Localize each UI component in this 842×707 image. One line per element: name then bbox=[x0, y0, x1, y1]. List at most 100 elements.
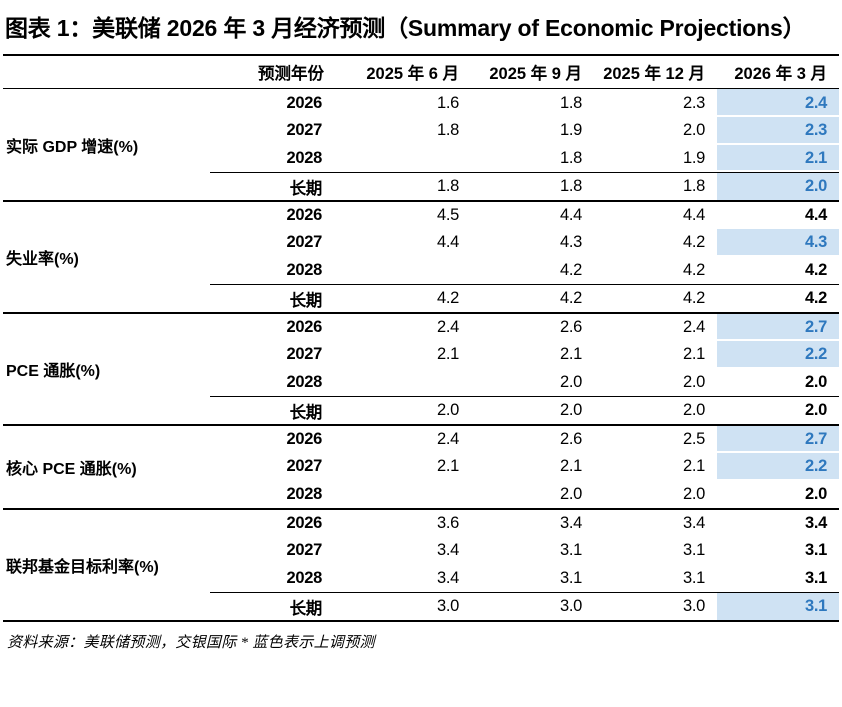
cell-value: 1.8 bbox=[559, 93, 582, 112]
cell-forecast-year: 长期 bbox=[210, 592, 348, 621]
cell-value-latest: 4.2 bbox=[717, 284, 839, 313]
cell-value: 2.1 bbox=[559, 457, 582, 476]
cell-value: 3.4 bbox=[559, 513, 582, 532]
cell-value: 2.0 bbox=[594, 396, 717, 425]
cell-value: 1.8 bbox=[559, 149, 582, 167]
table-row: 2028 3.4 3.1 3.1 3.1 bbox=[3, 565, 839, 593]
cell-value: 1.8 bbox=[436, 121, 459, 140]
cell-value-latest: 2.3 bbox=[717, 116, 839, 145]
table-row: 2027 2.1 2.1 2.1 2.2 bbox=[3, 452, 839, 481]
projections-table: 预测年份 2025 年 6 月 2025 年 9 月 2025 年 12 月 2… bbox=[3, 53, 839, 622]
cell-value: 3.4 bbox=[436, 569, 459, 587]
cell-value-latest: 3.1 bbox=[804, 569, 827, 587]
table-section: 核心 PCE 通胀(%) 2026 2.4 2.6 2.5 2.7 2027 2.1 2.1 2.… bbox=[3, 424, 839, 509]
cell-value: 3.1 bbox=[682, 541, 705, 560]
cell-value-latest: 2.4 bbox=[717, 88, 839, 117]
cell-value: 4.2 bbox=[682, 233, 705, 252]
cell-value: 3.0 bbox=[471, 592, 594, 621]
cell-value: 3.6 bbox=[436, 513, 459, 532]
cell-value: 3.0 bbox=[594, 592, 717, 621]
row-group-label: 实际 GDP 增速(%) bbox=[6, 138, 139, 156]
table-row: 核心 PCE 通胀(%) 2026 2.4 2.6 2.5 2.7 bbox=[3, 424, 839, 478]
row-group-label: 核心 PCE 通胀(%) bbox=[6, 460, 137, 478]
cell-forecast-year: 2027 bbox=[286, 345, 322, 364]
cell-value-latest: 4.3 bbox=[717, 228, 839, 257]
cell-value: 4.3 bbox=[559, 233, 582, 252]
cell-value: 2.1 bbox=[682, 457, 705, 476]
cell-value-latest: 3.1 bbox=[717, 592, 839, 621]
cell-value: 3.4 bbox=[682, 513, 705, 532]
cell-value: 3.1 bbox=[559, 569, 582, 587]
cell-value-latest: 2.0 bbox=[804, 373, 827, 391]
cell-value: 3.1 bbox=[682, 569, 705, 587]
cell-value: 1.8 bbox=[471, 172, 594, 201]
cell-value: 4.5 bbox=[436, 205, 459, 224]
cell-value: 2.1 bbox=[682, 345, 705, 364]
cell-value: 2.6 bbox=[559, 429, 582, 448]
report-page: 图表 1：美联储 2026 年 3 月经济预测（Summary of Econo… bbox=[3, 15, 839, 651]
cell-value: 4.2 bbox=[471, 284, 594, 313]
cell-forecast-year: 2027 bbox=[286, 541, 322, 560]
header-2025-dec: 2025 年 12 月 bbox=[603, 65, 705, 83]
cell-value: 2.0 bbox=[348, 396, 471, 425]
table-row: PCE 通胀(%) 2026 2.4 2.6 2.4 2.7 bbox=[3, 312, 839, 380]
table-row: 2027 2.1 2.1 2.1 2.2 bbox=[3, 340, 839, 369]
cell-value bbox=[348, 145, 471, 173]
table-section: 实际 GDP 增速(%) 2026 1.6 1.8 2.3 2.4 2027 1.8 1.9 2.… bbox=[3, 88, 839, 201]
cell-forecast-year: 2028 bbox=[286, 569, 322, 587]
header-2025-sep: 2025 年 9 月 bbox=[489, 65, 582, 83]
cell-forecast-year: 2028 bbox=[286, 261, 322, 279]
cell-forecast-year: 2027 bbox=[286, 233, 322, 252]
cell-value: 1.8 bbox=[348, 172, 471, 201]
cell-value-latest: 2.7 bbox=[717, 312, 839, 341]
cell-forecast-year: 2028 bbox=[286, 149, 322, 167]
cell-forecast-year: 2026 bbox=[286, 317, 322, 336]
cell-value: 1.6 bbox=[436, 93, 459, 112]
page-title: 图表 1：美联储 2026 年 3 月经济预测（Summary of Econo… bbox=[5, 15, 806, 41]
cell-value: 2.3 bbox=[682, 93, 705, 112]
header-row: 预测年份 2025 年 6 月 2025 年 9 月 2025 年 12 月 2… bbox=[3, 55, 839, 89]
cell-value-latest: 2.2 bbox=[717, 452, 839, 481]
cell-value: 2.6 bbox=[559, 317, 582, 336]
cell-forecast-year: 2028 bbox=[286, 373, 322, 391]
cell-value: 3.4 bbox=[436, 541, 459, 560]
cell-forecast-year: 长期 bbox=[210, 284, 348, 313]
cell-forecast-year: 2026 bbox=[286, 205, 322, 224]
table-section: PCE 通胀(%) 2026 2.4 2.6 2.4 2.7 2027 2.1 2.1 2.1 2.… bbox=[3, 312, 839, 425]
cell-value-latest: 2.0 bbox=[717, 172, 839, 201]
cell-value: 2.1 bbox=[436, 457, 459, 476]
header-2025-jun: 2025 年 6 月 bbox=[366, 65, 459, 83]
table-row: 2028 2.0 2.0 2.0 bbox=[3, 369, 839, 397]
cell-value-latest: 4.4 bbox=[804, 205, 827, 224]
cell-value: 1.9 bbox=[682, 149, 705, 167]
table-row: 实际 GDP 增速(%) 2026 1.6 1.8 2.3 2.4 bbox=[3, 88, 839, 156]
cell-forecast-year: 2026 bbox=[286, 93, 322, 112]
cell-value: 2.0 bbox=[559, 484, 582, 503]
table-section: 失业率(%) 2026 4.5 4.4 4.4 4.4 2027 4.4 4.3 4.2 4.3 20… bbox=[3, 201, 839, 313]
table-row: 2028 4.2 4.2 4.2 bbox=[3, 257, 839, 285]
header-forecast-year: 预测年份 bbox=[258, 65, 324, 83]
cell-forecast-year: 2028 bbox=[286, 484, 322, 503]
cell-value: 4.4 bbox=[682, 205, 705, 224]
cell-value: 4.4 bbox=[559, 205, 582, 224]
cell-value-latest: 3.4 bbox=[804, 513, 827, 532]
table-row: 2027 4.4 4.3 4.2 4.3 bbox=[3, 228, 839, 257]
cell-value: 4.2 bbox=[594, 284, 717, 313]
cell-value: 2.0 bbox=[682, 484, 705, 503]
row-group-label: 联邦基金目标利率(%) bbox=[6, 558, 159, 576]
cell-forecast-year: 长期 bbox=[210, 396, 348, 425]
cell-forecast-year: 2026 bbox=[286, 513, 322, 532]
table-section: 联邦基金目标利率(%) 2026 3.6 3.4 3.4 3.4 2027 3.4 3.1 3.1… bbox=[3, 509, 839, 621]
table-row: 长期 4.2 4.2 4.2 4.2 bbox=[3, 284, 839, 313]
cell-value-latest: 4.2 bbox=[804, 261, 827, 279]
table-row: 2027 3.4 3.1 3.1 3.1 bbox=[3, 537, 839, 565]
cell-value: 2.5 bbox=[682, 429, 705, 448]
cell-value: 1.9 bbox=[559, 121, 582, 140]
cell-value: 4.2 bbox=[682, 261, 705, 279]
cell-value-latest: 2.2 bbox=[717, 340, 839, 369]
cell-value: 1.8 bbox=[594, 172, 717, 201]
row-group-label: PCE 通胀(%) bbox=[6, 362, 101, 380]
table-row: 长期 3.0 3.0 3.0 3.1 bbox=[3, 592, 839, 621]
cell-forecast-year: 2027 bbox=[286, 121, 322, 140]
source-note: 资料来源：美联储预测，交银国际 * 蓝色表示上调预测 bbox=[7, 634, 375, 651]
